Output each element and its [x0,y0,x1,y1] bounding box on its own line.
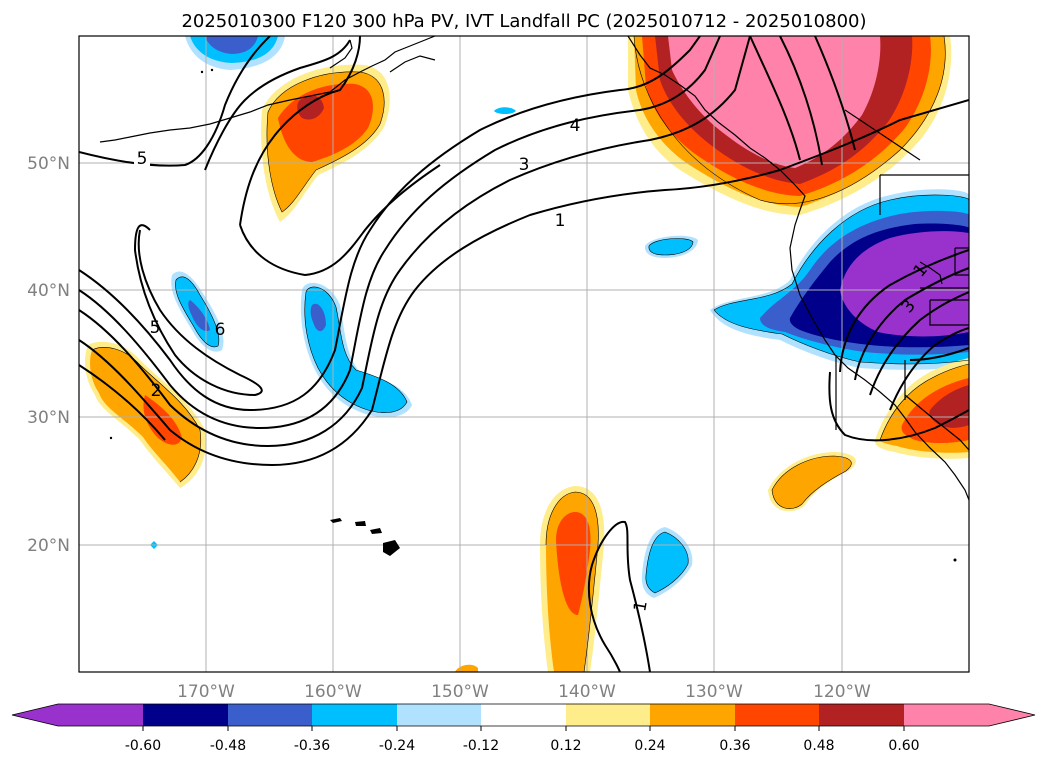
map-frame [78,35,970,673]
positive-anomaly-edge [455,664,478,672]
contour-5-inner [204,39,351,171]
colorbar-segment [481,704,566,726]
colorbar-tick-label: -0.48 [210,738,246,754]
graticule [79,36,969,672]
contour-ne-3 [814,36,856,151]
lon-label: 150°W [431,682,489,702]
contour-1 [79,99,969,467]
contour-south [587,520,651,672]
contour-label: 6 [215,320,226,340]
shaded-field [84,36,969,672]
contour-ne-2 [779,36,823,166]
lat-label: 30°N [27,408,70,428]
colorbar-segment [566,704,650,726]
contour-label: 2 [151,381,162,401]
contour-label-bg [134,149,150,167]
lat-label: 20°N [27,536,70,556]
map-panel: 5 4 3 1 5 6 2 1 3 1 [78,35,970,673]
contour-east-3 [854,267,969,381]
contour-5-return [239,164,441,277]
contour-east-6 [909,347,969,361]
colorbar-segment [735,704,819,726]
lon-label: 170°W [177,682,235,702]
positive-anomaly-subtropical-east [768,452,856,512]
lon-label: 120°W [813,682,871,702]
negative-anomaly-small [494,107,516,114]
lon-label: 160°W [304,682,362,702]
colorbar-tick-label: 0.60 [888,738,919,754]
contour-label: 4 [570,116,581,136]
negative-anomaly-mid [644,235,698,258]
contour-3 [79,36,721,430]
colorbar-tick-label: -0.36 [294,738,330,754]
colorbar-ticks [142,726,905,731]
positive-anomaly-southeast [874,358,969,459]
colorbar-extend-high [989,704,1035,726]
contour-label: 1 [555,211,566,231]
colorbar-segment [397,704,481,726]
contour-5-loop [239,36,361,226]
colorbar-segment [58,704,143,726]
islands [109,68,957,562]
colorbar-tick-label: -0.12 [463,738,499,754]
negative-anomaly-west [171,271,224,352]
colorbar-extend-low [12,704,58,726]
colorbar-segment [228,704,312,726]
colorbar-tick-label: -0.60 [125,738,161,754]
contour-label-group: 5 4 3 1 5 6 2 1 3 1 [134,116,932,613]
lon-label: 140°W [558,682,616,702]
contour-2 [79,36,751,448]
contour-4 [79,36,701,412]
positive-anomaly-north-pacific [261,64,390,222]
contour-inner-west [79,364,166,441]
colorbar: -0.60 -0.48 -0.36 -0.24 -0.12 0.12 0.24 … [11,703,1036,754]
positive-anomaly-subtropical [540,486,605,672]
contour-label: 5 [137,149,148,169]
colorbar-tick-label: 0.36 [719,738,750,754]
colorbar-outline [11,703,1036,727]
contour-label: 1 [630,599,652,613]
pv-contours [79,36,969,672]
lat-label: 40°N [27,281,70,301]
colorbar-tick-label: 0.12 [550,738,581,754]
negative-anomaly-east [710,189,969,370]
colorbar-segment [312,704,397,726]
lon-label: 130°W [685,682,743,702]
contour-east-2 [839,249,969,373]
colorbar-segment [143,704,228,726]
latitude-labels: 50°N 40°N 30°N 20°N [27,154,70,556]
colorbar-tick-label: 0.48 [803,738,834,754]
colorbar-segment [819,704,904,726]
negative-anomaly-north [185,36,285,70]
contour-label: 5 [150,318,161,338]
contour-east-1 [828,371,969,442]
contour-ne-1 [749,36,801,161]
lat-label: 50°N [27,154,70,174]
contour-label: 3 [519,155,530,175]
contour-east-4 [869,291,969,396]
contour-6-streamer [133,224,263,397]
longitude-labels: 170°W 160°W 150°W 140°W 130°W 120°W [177,682,871,702]
colorbar-tick-label: 0.24 [634,738,665,754]
figure-title: 2025010300 F120 300 hPa PV, IVT Landfall… [181,11,866,32]
contour-5-north [79,36,271,167]
colorbar-segment [904,704,989,726]
colorbar-tick-label: -0.24 [379,738,415,754]
colorbar-segment [650,704,735,726]
contour-east-5 [889,327,969,411]
